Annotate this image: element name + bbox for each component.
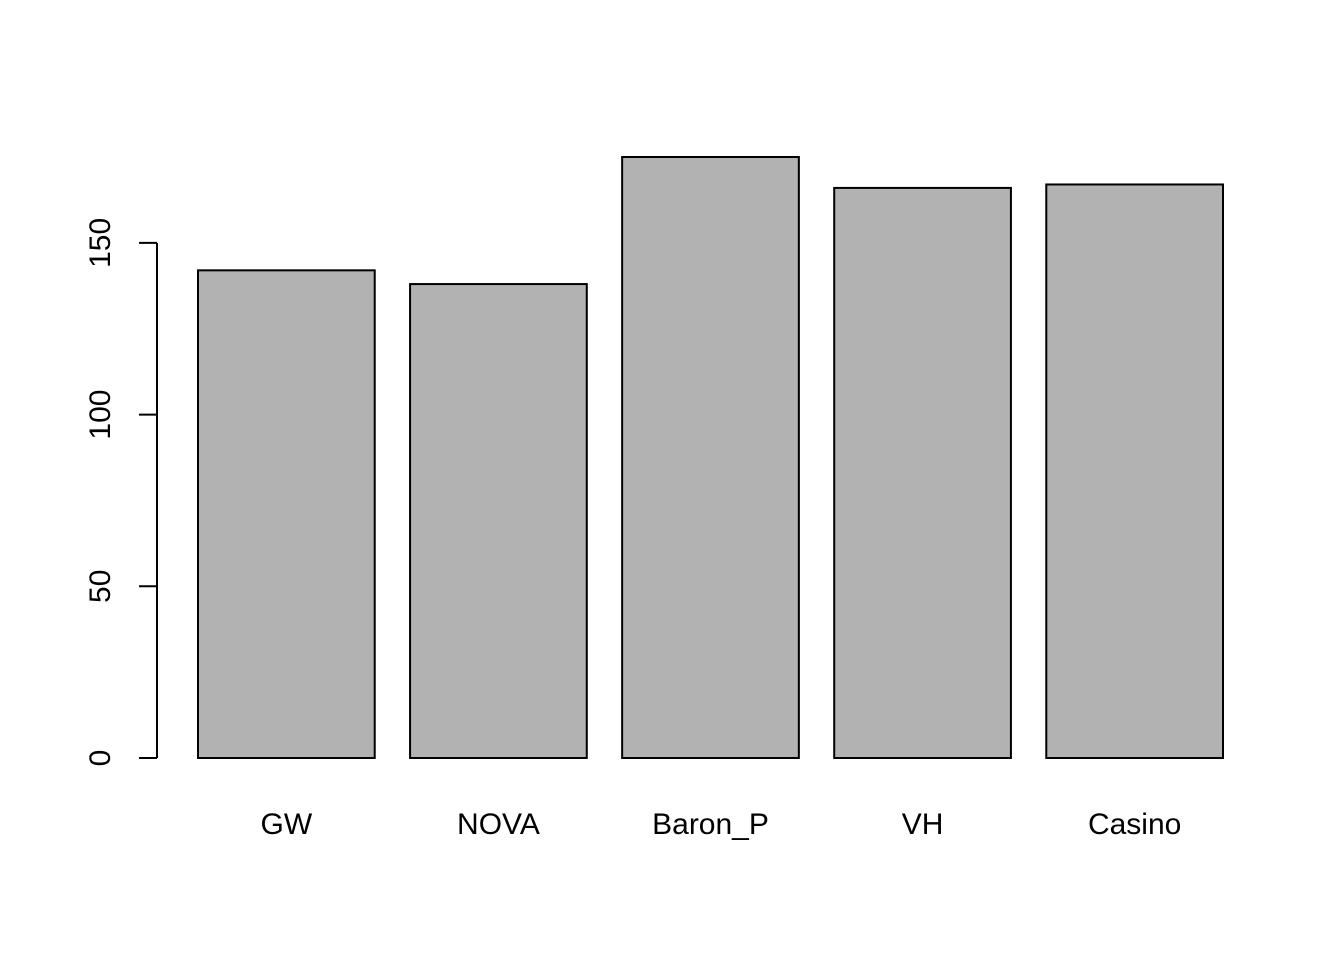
y-ticks: 0 50 100 150 (84, 218, 157, 767)
bar-casino (1045, 183, 1225, 760)
category-label-nova: NOVA (457, 808, 540, 841)
category-label-gw: GW (261, 808, 313, 841)
bar-vh (833, 186, 1012, 760)
y-tick-label-0: 0 (84, 750, 117, 767)
bar-gw (197, 269, 376, 759)
category-label-casino: Casino (1088, 808, 1181, 841)
y-tick-label-150: 150 (84, 218, 117, 268)
y-tick-label-100: 100 (84, 390, 117, 440)
category-label-baron-p: Baron_P (652, 808, 769, 841)
y-tick-label-50: 50 (84, 570, 117, 603)
bars-layer (197, 156, 1225, 760)
category-label-vh: VH (902, 808, 944, 841)
bar-nova (409, 283, 588, 759)
y-axis: 0 50 100 150 (84, 218, 158, 767)
x-axis-labels: GW NOVA Baron_P VH Casino (261, 808, 1182, 841)
bar-baron-p (621, 156, 800, 759)
